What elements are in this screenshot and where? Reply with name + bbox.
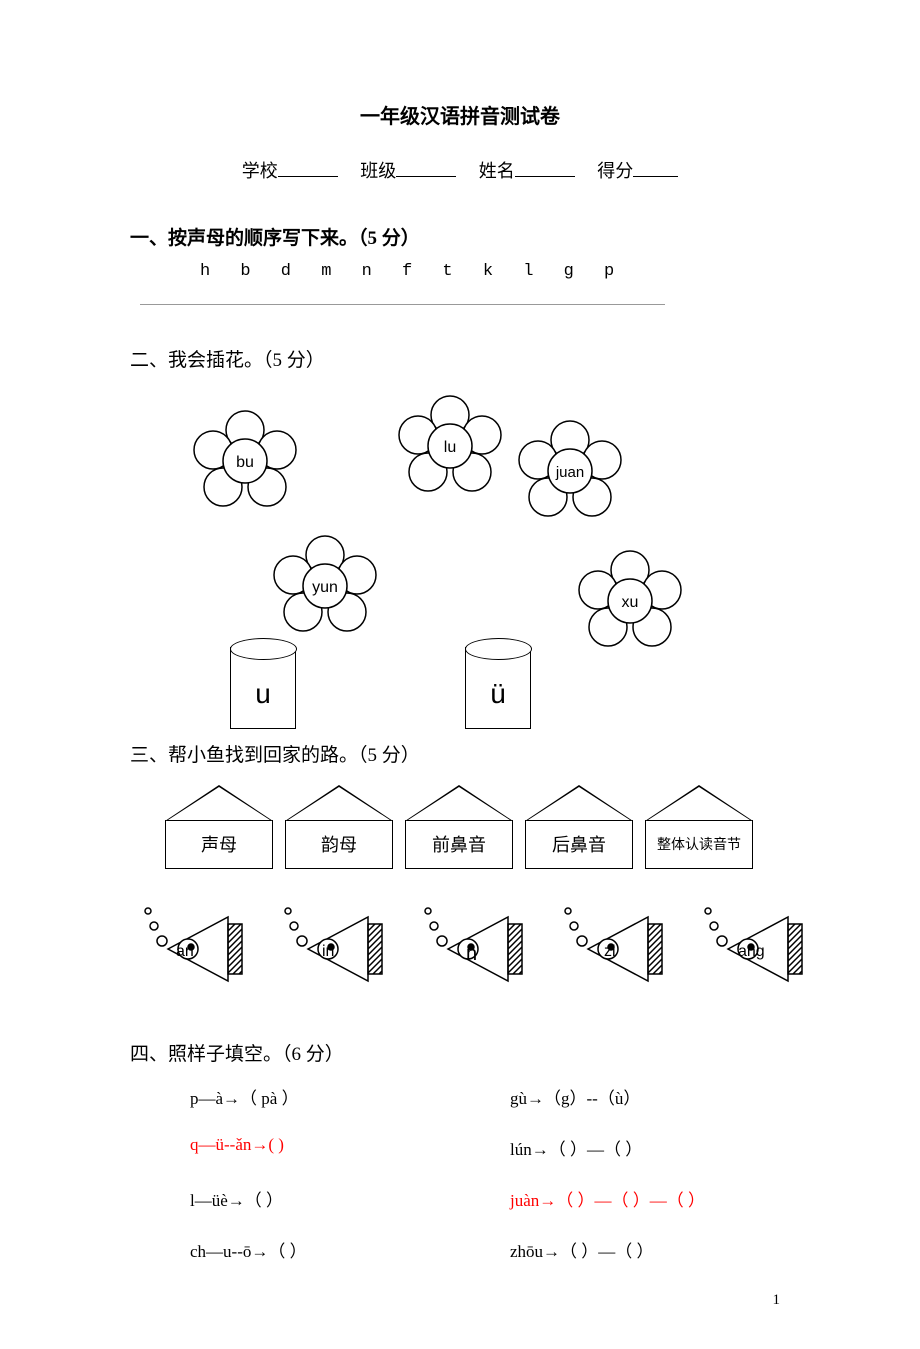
name-label: 姓名	[479, 161, 515, 181]
info-line: 学校 班级 姓名 得分	[130, 157, 790, 183]
flower-label: bu	[236, 454, 254, 471]
fish-label: in	[322, 943, 334, 961]
roof-icon	[285, 785, 393, 821]
fish-label: zi	[604, 943, 616, 961]
fish-icon	[140, 899, 260, 989]
fill-cell[interactable]: gù→（g）--（ù）	[510, 1084, 790, 1109]
house-qianbiyin: 前鼻音	[405, 785, 513, 869]
fish-row: an in n	[140, 899, 790, 989]
class-label: 班级	[360, 161, 396, 181]
section4-heading: 四、照样子填空。（6 分）	[130, 1039, 790, 1066]
house-row: 声母 韵母 前鼻音 后鼻音 整体认读音节	[165, 785, 790, 869]
flower-bu: bu	[185, 405, 305, 530]
house-zhengti: 整体认读音节	[645, 785, 753, 869]
flower-juan: juan	[510, 415, 630, 540]
school-blank[interactable]	[278, 158, 338, 177]
fish-label: ang	[738, 943, 765, 961]
roof-icon	[165, 785, 273, 821]
score-blank[interactable]	[633, 158, 678, 177]
fish-an: an	[140, 899, 260, 989]
fish-ang: ang	[700, 899, 820, 989]
house-label: 韵母	[285, 820, 393, 869]
fish-zi: zi	[560, 899, 680, 989]
section1-answer-line[interactable]	[140, 303, 665, 305]
svg-text:juan: juan	[555, 464, 584, 481]
house-houbiyin: 后鼻音	[525, 785, 633, 869]
roof-icon	[645, 785, 753, 821]
house-shengmu: 声母	[165, 785, 273, 869]
flower-icon: bu	[185, 405, 305, 525]
flower-yun: yun	[265, 530, 385, 655]
fill-cell[interactable]: juàn→（ ）—（ ）—（ ）	[510, 1186, 790, 1211]
fill-cell[interactable]: lún→（ ）—（ ）	[510, 1135, 790, 1160]
svg-text:xu: xu	[622, 594, 639, 611]
vase-ue: ü	[465, 647, 531, 729]
name-blank[interactable]	[515, 158, 575, 177]
house-label: 声母	[165, 820, 273, 869]
house-label: 整体认读音节	[645, 820, 753, 869]
fish-icon	[420, 899, 540, 989]
flower-xu: xu	[570, 545, 690, 670]
flower-lu: lu	[390, 390, 510, 515]
fill-cell[interactable]: q—ü--ǎn→( )	[190, 1135, 470, 1160]
house-yunmu: 韵母	[285, 785, 393, 869]
flower-icon: lu	[390, 390, 510, 510]
flower-icon: xu	[570, 545, 690, 665]
page-title: 一年级汉语拼音测试卷	[130, 100, 790, 129]
vase-label: u	[231, 678, 295, 710]
roof-icon	[405, 785, 513, 821]
section2-heading: 二、我会插花。（5 分）	[130, 345, 790, 372]
fill-cell[interactable]: zhōu→（ ）—（ ）	[510, 1237, 790, 1262]
section1-heading: 一、按声母的顺序写下来。（5 分）	[130, 223, 790, 250]
fish-label: an	[176, 943, 194, 961]
fill-grid: p—à→（ pà ） gù→（g）--（ù） q—ü--ǎn→( ) lún→（…	[190, 1084, 790, 1262]
flower-icon: juan	[510, 415, 630, 535]
page-number: 1	[130, 1292, 790, 1309]
flower-icon: yun	[265, 530, 385, 650]
roof-icon	[525, 785, 633, 821]
fish-icon	[560, 899, 680, 989]
vase-label: ü	[466, 678, 530, 710]
class-blank[interactable]	[396, 158, 456, 177]
score-label: 得分	[597, 161, 633, 181]
section1-letters: h b d m n f t k l g p	[200, 262, 790, 281]
fish-in: in	[280, 899, 400, 989]
fill-cell[interactable]: l—üè→（ ）	[190, 1186, 470, 1211]
fish-n: n	[420, 899, 540, 989]
svg-text:lu: lu	[444, 439, 456, 456]
vase-u: u	[230, 647, 296, 729]
fish-label: n	[466, 943, 477, 966]
fill-cell[interactable]: p—à→（ pà ）	[190, 1084, 470, 1109]
svg-text:yun: yun	[312, 579, 338, 596]
house-label: 前鼻音	[405, 820, 513, 869]
fish-icon	[280, 899, 400, 989]
house-label: 后鼻音	[525, 820, 633, 869]
flower-area: bu lu juan	[130, 390, 790, 730]
fill-cell[interactable]: ch—u--ō→（ ）	[190, 1237, 470, 1262]
school-label: 学校	[242, 161, 278, 181]
section3-heading: 三、帮小鱼找到回家的路。（5 分）	[130, 740, 790, 767]
